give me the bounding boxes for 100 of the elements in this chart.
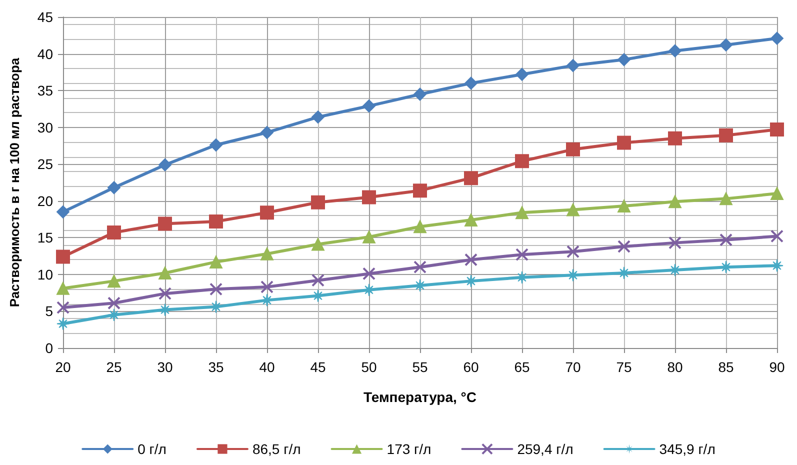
x-tick-label: 85 (718, 359, 734, 375)
point (158, 216, 172, 231)
y-tick-label: 0 (45, 340, 54, 356)
point (108, 296, 120, 310)
point (311, 195, 325, 210)
x-tick-label: 35 (208, 359, 224, 375)
point (516, 206, 528, 220)
x-tick-label: 60 (463, 359, 479, 375)
point (618, 266, 630, 280)
x-tick-label: 55 (412, 359, 428, 375)
point (618, 200, 630, 213)
x-tick-label: 45 (310, 359, 326, 375)
x-tick-label: 70 (565, 359, 581, 375)
point (362, 283, 376, 296)
point (414, 260, 426, 274)
point (566, 59, 580, 72)
point (210, 138, 222, 152)
x-tick-label: 50 (361, 359, 377, 375)
point (260, 280, 274, 294)
legend-label: 0 г/л (138, 441, 166, 457)
y-tick-label: 30 (37, 119, 54, 136)
point (158, 303, 172, 316)
point (414, 278, 426, 292)
point (464, 76, 478, 90)
point (668, 236, 682, 250)
point (108, 274, 120, 288)
x-tick-label: 75 (616, 359, 632, 375)
point (720, 38, 732, 52)
point (209, 214, 223, 228)
point (668, 195, 682, 208)
x-tick-label: 80 (667, 359, 683, 375)
y-tick-label: 45 (37, 9, 54, 25)
point (770, 187, 784, 200)
x-tick-label: 40 (259, 359, 275, 375)
point (362, 190, 376, 204)
y-tick-label: 35 (37, 82, 54, 99)
point (515, 154, 529, 168)
point (158, 158, 172, 172)
point (770, 259, 784, 272)
point (720, 233, 732, 246)
point (56, 301, 70, 314)
point (260, 126, 274, 139)
y-axis-title: Растворимость в г на 100 мл раствора (7, 57, 22, 308)
point (414, 88, 426, 101)
point (464, 214, 478, 227)
point (56, 317, 70, 330)
point (566, 142, 580, 156)
y-tick-label: 5 (45, 303, 54, 320)
point (516, 68, 528, 81)
legend-label: 345,9 г/л (659, 441, 716, 457)
point (107, 226, 121, 240)
y-tick-label: 10 (37, 266, 54, 282)
point (56, 205, 70, 218)
point (362, 100, 376, 112)
point (108, 181, 120, 194)
point (464, 171, 478, 186)
y-tick-label: 40 (37, 46, 54, 62)
point (770, 32, 784, 45)
point (720, 192, 732, 206)
x-tick-label: 30 (157, 359, 173, 375)
point (668, 131, 682, 146)
y-tick-label: 20 (37, 192, 54, 209)
point (312, 274, 324, 287)
point (312, 289, 324, 302)
point (414, 220, 426, 234)
point (413, 184, 427, 198)
point (770, 122, 784, 137)
x-tick-label: 20 (55, 359, 71, 375)
legend-label: 173 г/л (386, 441, 432, 457)
point (566, 203, 580, 216)
point (617, 136, 631, 150)
point (210, 282, 222, 296)
point (516, 270, 528, 284)
point (720, 260, 732, 274)
point (260, 247, 274, 260)
point (464, 274, 478, 288)
x-axis-title: Температура, °C (363, 389, 477, 405)
x-tick-label: 90 (769, 359, 785, 375)
point (260, 206, 274, 220)
x-tick-label: 65 (514, 359, 530, 375)
point (56, 282, 70, 295)
point (618, 53, 630, 66)
point (210, 300, 222, 314)
point (516, 248, 528, 262)
x-tick-label: 25 (106, 359, 122, 375)
point (108, 308, 120, 322)
legend-label: 86,5 г/л (252, 441, 301, 457)
point (260, 294, 274, 307)
point (668, 264, 682, 277)
point (566, 245, 580, 258)
point (362, 230, 376, 244)
point (770, 230, 784, 243)
point (668, 44, 682, 58)
point (362, 267, 376, 280)
y-tick-label: 25 (37, 156, 54, 172)
point (312, 238, 324, 251)
point (312, 110, 324, 124)
point (719, 128, 733, 142)
point (566, 268, 580, 282)
point (618, 240, 630, 253)
